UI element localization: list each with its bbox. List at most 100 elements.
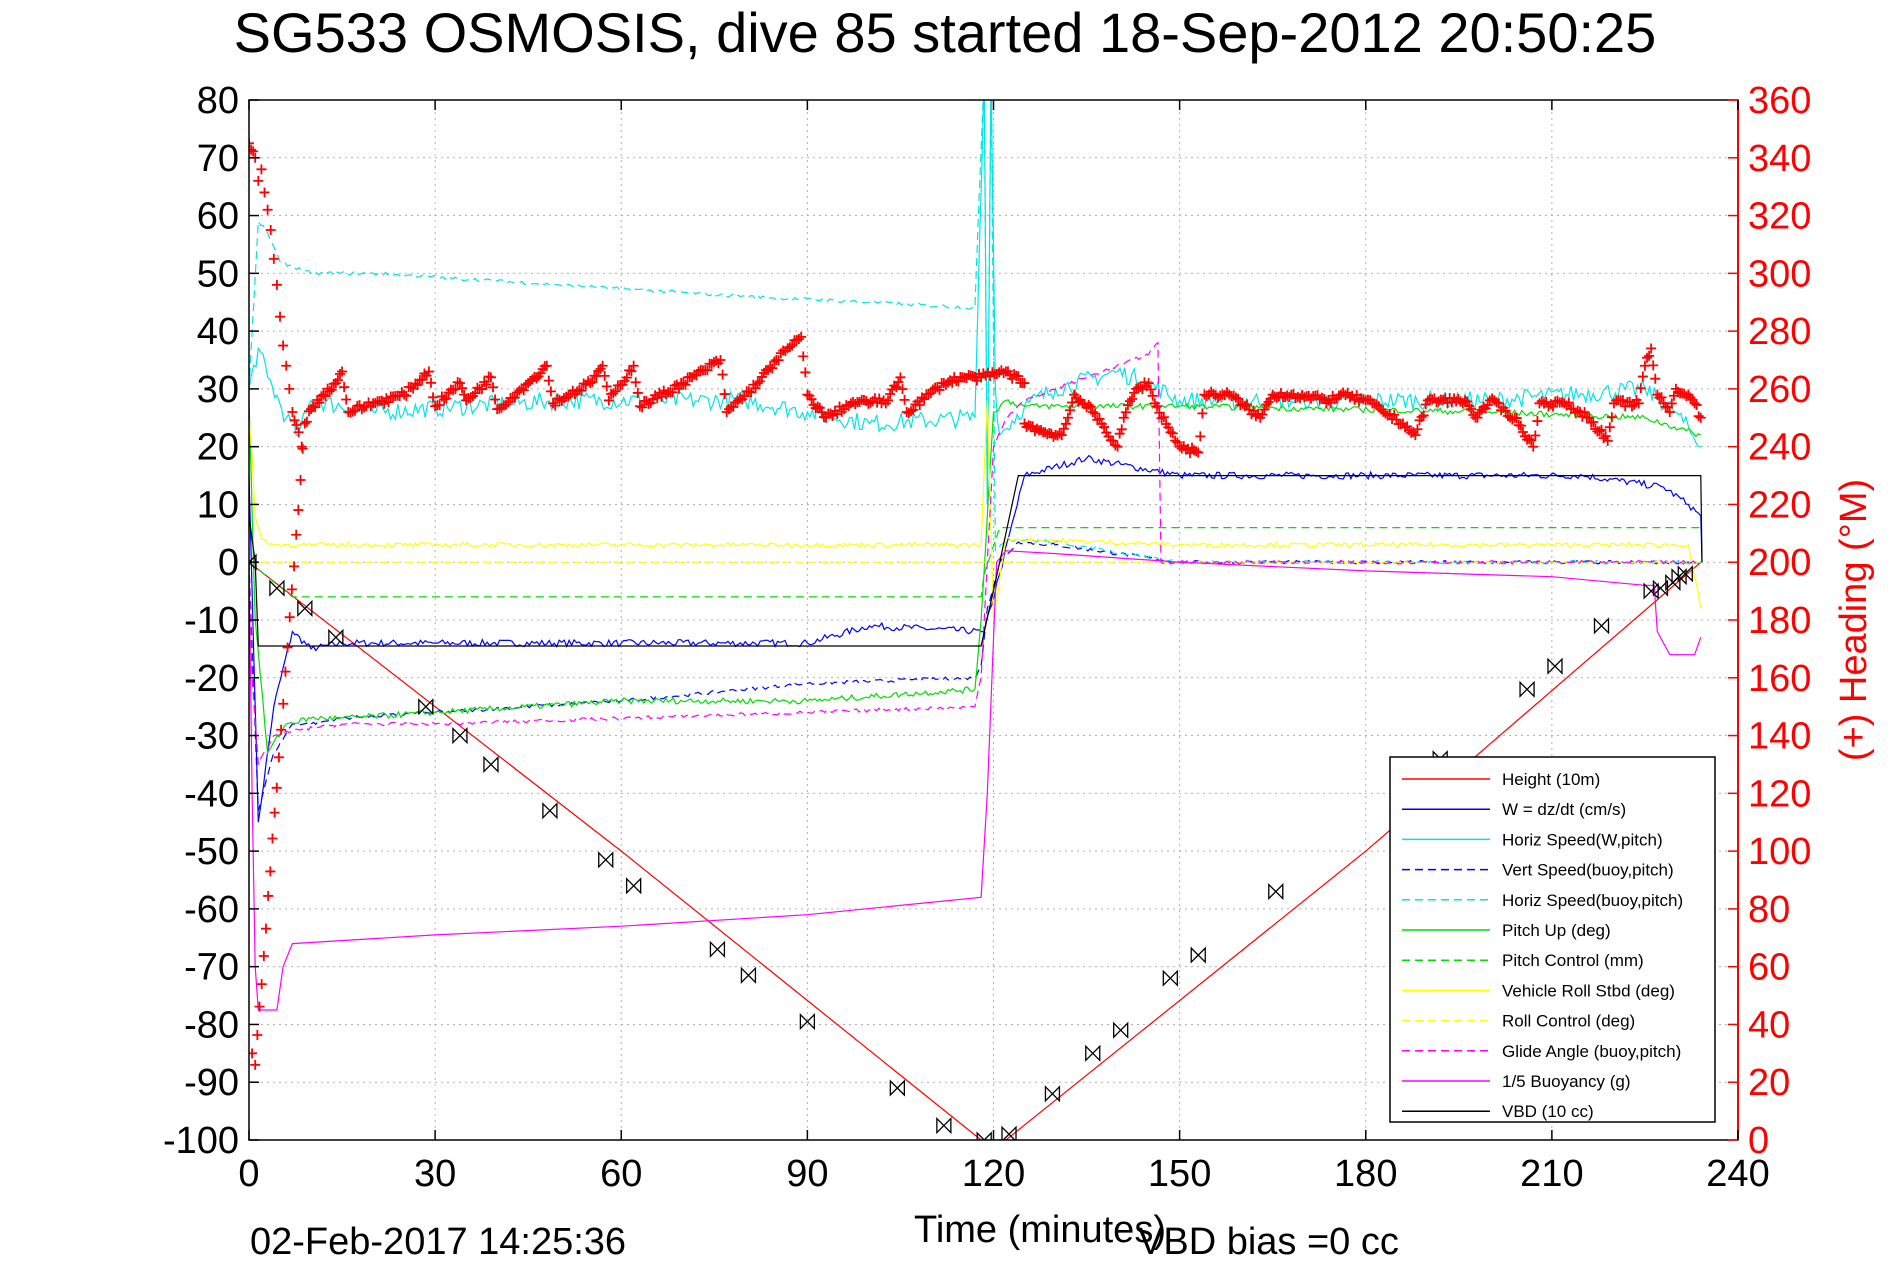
heading-marker (1250, 410, 1261, 421)
heading-marker (289, 415, 300, 426)
y-tick-label: -90 (184, 1062, 239, 1104)
heading-marker (452, 377, 463, 388)
heading-marker (1062, 412, 1073, 423)
heading-marker (1626, 401, 1637, 412)
heading-marker (370, 398, 381, 409)
heading-marker (739, 391, 750, 402)
heading-marker (430, 401, 441, 412)
time-marker (709, 940, 726, 958)
heading-marker (719, 389, 730, 400)
heading-marker (1517, 426, 1528, 437)
series-line-10 (249, 550, 1702, 1011)
heading-marker (1695, 412, 1706, 423)
y-tick-label: 70 (197, 138, 239, 180)
heading-marker (1466, 404, 1477, 415)
heading-marker (1013, 371, 1024, 382)
heading-marker (793, 333, 804, 344)
heading-marker (1143, 378, 1154, 389)
time-marker (626, 877, 642, 895)
heading-marker (597, 360, 608, 371)
legend-entry: Pitch Control (mm) (1502, 951, 1644, 970)
heading-marker (268, 253, 279, 264)
heading-marker (715, 355, 726, 365)
heading-marker (1083, 399, 1094, 410)
heading-marker (563, 391, 574, 402)
heading-marker (885, 389, 896, 400)
heading-marker (543, 375, 554, 386)
heading-marker (485, 372, 496, 383)
heading-marker (1507, 414, 1518, 425)
heading-marker (286, 584, 297, 595)
footer-date: 02-Feb-2017 14:25:36 (250, 1221, 626, 1262)
time-marker (1671, 568, 1687, 586)
y-tick-label: -50 (184, 831, 239, 873)
heading-marker (1602, 435, 1613, 446)
right-axis-ticks: 3603403203002802602402202001801601401201… (1728, 80, 1811, 1162)
time-marker (1547, 657, 1563, 675)
heading-marker (531, 373, 542, 384)
heading-marker (1689, 398, 1700, 409)
x-tick-label: 150 (1148, 1153, 1211, 1195)
heading-marker (601, 381, 612, 392)
legend-entry: Horiz Speed(W,pitch) (1502, 830, 1663, 849)
heading-marker (1152, 401, 1163, 412)
heading-marker (1147, 390, 1158, 401)
heading-marker (1316, 392, 1327, 403)
heading-marker (454, 378, 465, 389)
series-line-11 (249, 475, 1703, 647)
heading-marker (276, 724, 287, 735)
heading-marker (267, 833, 278, 844)
time-marker (297, 599, 313, 618)
legend-box (1389, 756, 1716, 1123)
heading-marker (1019, 378, 1030, 389)
heading-marker (545, 386, 556, 397)
heading-marker (608, 388, 619, 399)
time-marker (542, 802, 558, 820)
heading-marker (425, 377, 436, 388)
heading-marker (1664, 407, 1675, 417)
heading-marker (827, 410, 838, 421)
heading-marker (450, 384, 461, 395)
heading-marker (1617, 395, 1628, 406)
heading-marker (423, 366, 434, 377)
heading-marker (303, 406, 314, 417)
time-marker (598, 851, 614, 869)
heading-marker (702, 365, 713, 376)
heading-marker (773, 355, 784, 366)
heading-marker (428, 392, 439, 403)
heading-marker (273, 752, 284, 763)
heading-marker (503, 397, 514, 408)
heading-marker (798, 351, 809, 362)
heading-marker (678, 378, 689, 389)
y-tick-label: 40 (197, 311, 239, 353)
heading-marker (1154, 407, 1165, 418)
right-tick-label: 0 (1748, 1120, 1769, 1162)
heading-marker (256, 979, 267, 990)
heading-marker (320, 391, 331, 402)
time-marker (328, 628, 344, 646)
right-tick-label: 160 (1748, 658, 1811, 700)
heading-marker (660, 389, 671, 400)
heading-marker (1170, 435, 1181, 446)
heading-marker (1195, 431, 1206, 442)
heading-marker (265, 866, 276, 877)
heading-marker (717, 369, 728, 380)
heading-marker (832, 409, 843, 420)
heading-marker (1563, 397, 1574, 408)
right-tick-label: 140 (1748, 716, 1811, 758)
heading-marker (1259, 404, 1270, 415)
heading-marker (637, 402, 648, 413)
legend-entry: Pitch Up (deg) (1502, 921, 1611, 940)
x-tick-label: 0 (238, 1153, 259, 1195)
heading-marker (490, 394, 501, 405)
time-marker (1162, 969, 1178, 987)
y-tick-label: 60 (197, 196, 239, 238)
heading-marker (630, 377, 641, 388)
heading-marker (1596, 424, 1607, 435)
heading-marker (1172, 437, 1183, 448)
y-tick-label: 10 (197, 484, 239, 526)
heading-marker (252, 1029, 263, 1040)
y-tick-label: -40 (184, 773, 239, 815)
heading-marker (1482, 399, 1493, 410)
